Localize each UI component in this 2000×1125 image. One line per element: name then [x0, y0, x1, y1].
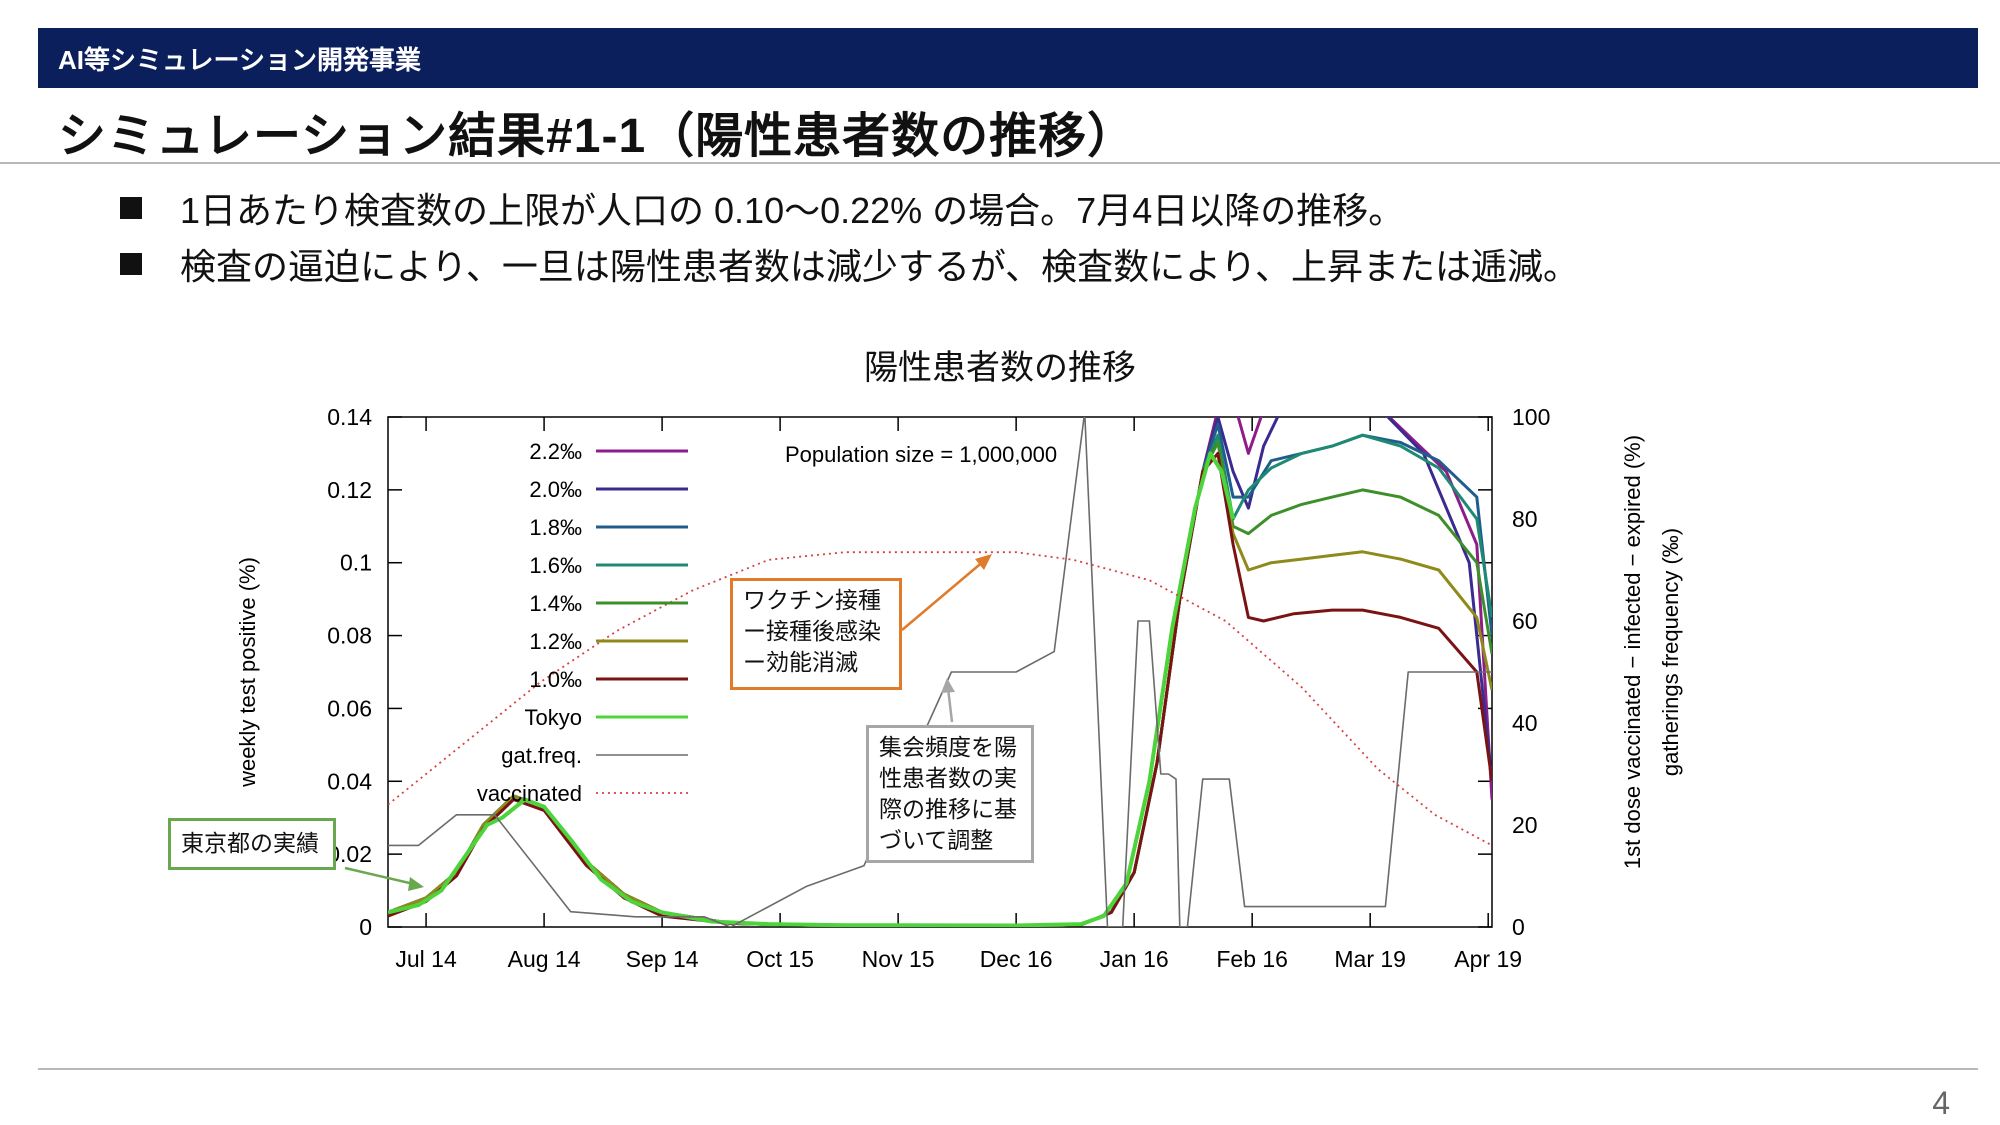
bullet-item: 1日あたり検査数の上限が人口の 0.10〜0.22% の場合。7月4日以降の推移… — [120, 180, 1579, 236]
y2-axis-label: gatherings frequency (‰) — [1658, 528, 1683, 776]
y-tick-label: 0.14 — [327, 404, 372, 430]
legend-label: 2.0‰ — [529, 477, 582, 502]
footer-divider — [38, 1068, 1978, 1070]
y2-tick-label: 100 — [1512, 404, 1550, 430]
x-tick-label: Nov 15 — [862, 946, 935, 972]
y-axis-label: weekly test positive (%) — [235, 557, 260, 788]
chart-title: 陽性患者数の推移 — [864, 349, 1136, 387]
x-tick-label: Sep 14 — [626, 946, 699, 972]
gathering-callout-line: づいて調整 — [879, 827, 994, 854]
series-line — [388, 451, 1236, 927]
bullet-text: 検査の逼迫により、一旦は陽性患者数は減少するが、検査数により、上昇または逓減。 — [180, 246, 1579, 287]
x-tick-label: Aug 14 — [508, 946, 581, 972]
section-label: AI等シミュレーション開発事業 — [58, 44, 421, 75]
series-group — [388, 417, 1492, 927]
x-tick-label: Apr 19 — [1454, 946, 1522, 972]
vaccine-callout-line: ー効能消滅 — [743, 649, 858, 676]
slide-title: シミュレーション結果#1-1（陽性患者数の推移） — [58, 110, 1137, 163]
population-annotation: Population size = 1,000,000 — [785, 442, 1057, 467]
legend-label: 2.2‰ — [529, 439, 582, 464]
bullet-list: 1日あたり検査数の上限が人口の 0.10〜0.22% の場合。7月4日以降の推移… — [120, 180, 1579, 292]
gathering-callout-line: 際の推移に基 — [879, 796, 1017, 823]
square-bullet-icon — [120, 197, 142, 219]
bullet-item: 検査の逼迫により、一旦は陽性患者数は減少するが、検査数により、上昇または逓減。 — [120, 236, 1579, 292]
vaccine-arrow — [901, 559, 986, 631]
y2-axis-label: 1st dose vaccinated − infected − expired… — [1620, 435, 1645, 869]
title-divider — [0, 162, 2000, 164]
x-tick-label: Feb 16 — [1216, 946, 1288, 972]
y2-tick-label: 40 — [1512, 710, 1538, 736]
series-line — [388, 551, 1492, 847]
x-tick-label: Dec 16 — [980, 946, 1053, 972]
y-tick-label: 0.08 — [327, 623, 372, 649]
vaccine-arrowhead — [975, 554, 992, 570]
legend-label: Tokyo — [525, 705, 582, 730]
y-tick-label: 0.04 — [327, 768, 372, 794]
vaccine-callout-line: ー接種後感染 — [743, 618, 881, 645]
tokyo-arrowhead — [408, 877, 424, 891]
gathering-callout-line: 集会頻度を陽 — [879, 734, 1017, 760]
tokyo-actual-callout: 東京都の実績 — [168, 818, 336, 870]
y-tick-label: 0.1 — [340, 550, 372, 576]
bullet-text: 1日あたり検査数の上限が人口の 0.10〜0.22% の場合。7月4日以降の推移… — [180, 190, 1405, 231]
x-tick-label: Jan 16 — [1100, 946, 1169, 972]
series-line — [388, 451, 1492, 927]
series-line — [388, 417, 1492, 927]
square-bullet-icon — [120, 253, 142, 275]
legend-label: 1.4‰ — [529, 591, 582, 616]
y2-tick-label: 20 — [1512, 812, 1538, 838]
x-tick-label: Oct 15 — [746, 946, 814, 972]
page-number: 4 — [1932, 1085, 1950, 1121]
y-tick-label: 0.06 — [327, 695, 372, 721]
x-tick-label: Mar 19 — [1334, 946, 1406, 972]
gathering-callout-line: 性患者数の実 — [879, 765, 1017, 792]
y2-tick-label: 0 — [1512, 914, 1525, 940]
y2-tick-label: 80 — [1512, 506, 1538, 532]
y2-tick-label: 60 — [1512, 608, 1538, 634]
legend-label: vaccinated — [477, 781, 582, 806]
vaccine-callout-line: ワクチン接種 — [743, 587, 881, 613]
gathering-callout: 集会頻度を陽 性患者数の実 際の推移に基 づいて調整 — [866, 725, 1034, 863]
tokyo-arrow — [344, 866, 419, 887]
gathering-arrow — [946, 687, 954, 723]
legend-label: 1.8‰ — [529, 515, 582, 540]
vaccine-callout: ワクチン接種 ー接種後感染 ー効能消滅 — [730, 578, 902, 690]
gathering-arrowhead — [941, 678, 955, 693]
legend-label: 1.2‰ — [529, 629, 582, 654]
legend-label: 1.0‰ — [529, 667, 582, 692]
y-tick-label: 0.12 — [327, 477, 372, 503]
section-header-bar: AI等シミュレーション開発事業 — [38, 28, 1978, 88]
legend-label: gat.freq. — [501, 743, 582, 768]
legend-label: 1.6‰ — [529, 553, 582, 578]
y-tick-label: 0 — [359, 914, 372, 940]
x-tick-label: Jul 14 — [395, 946, 457, 972]
tokyo-callout-text: 東京都の実績 — [181, 830, 319, 857]
